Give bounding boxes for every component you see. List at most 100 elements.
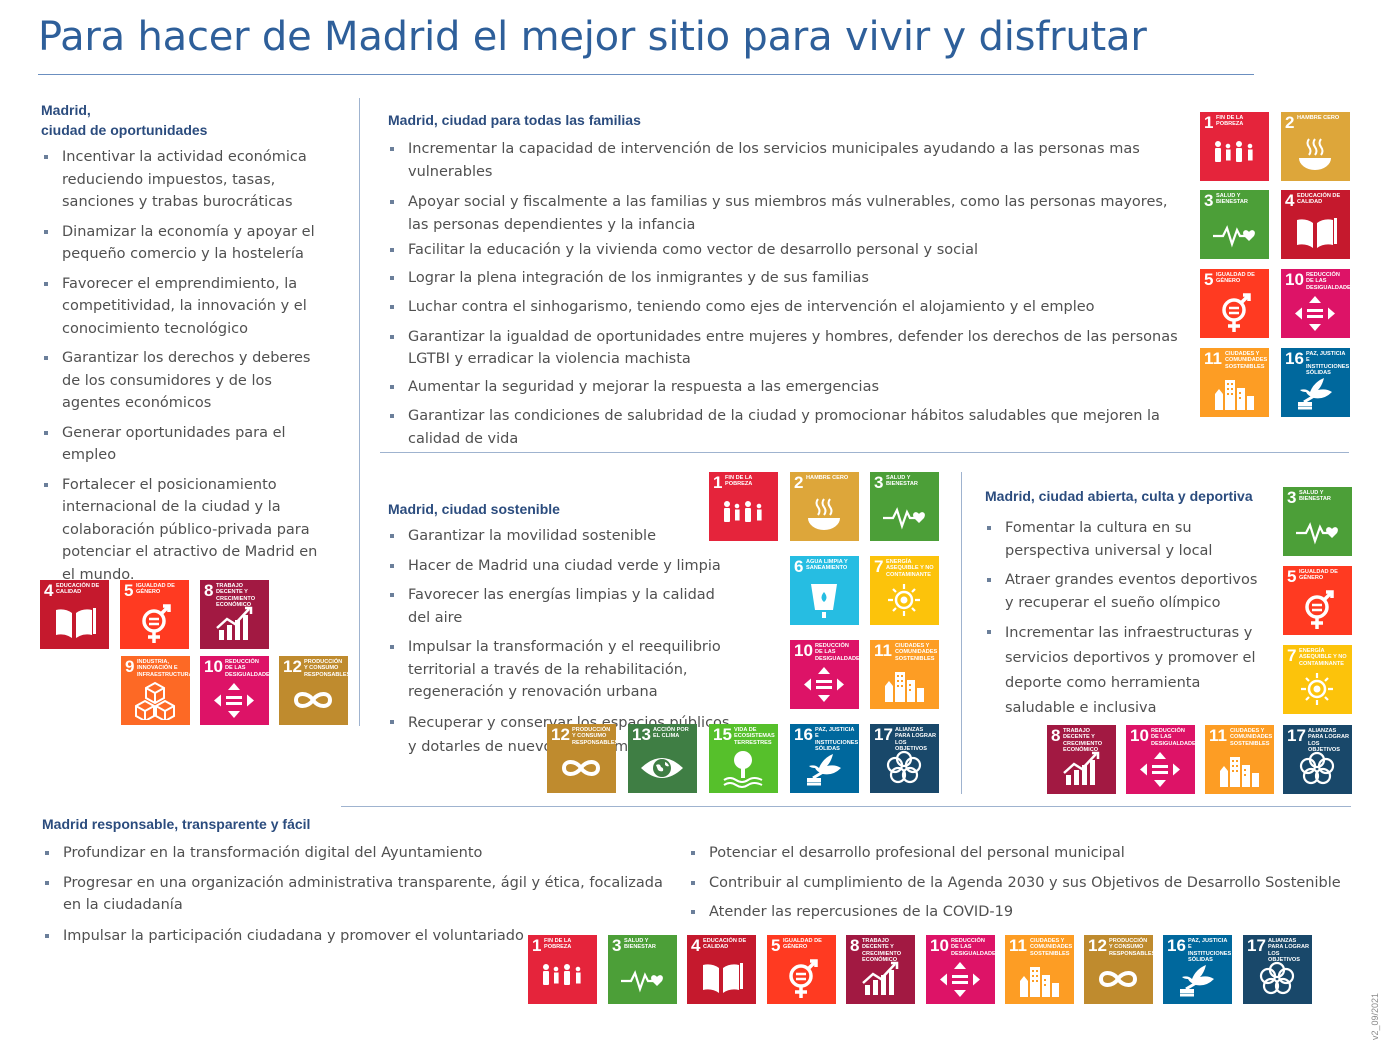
sdg-number: 5	[1204, 270, 1214, 289]
sdg-number: 8	[1051, 726, 1061, 745]
sdg-number: 3	[874, 473, 884, 492]
sdg-label: Producción y consumo responsables	[572, 727, 616, 746]
list-item: Garantizar la igualdad de oportunidades …	[388, 326, 1188, 371]
sdg-8-tile: 8 Trabajo decente y crecimiento económico	[846, 935, 915, 1004]
sdg-number: 7	[874, 557, 884, 576]
section-title-familias: Madrid, ciudad para todas las familias	[388, 112, 641, 128]
sdg-number: 5	[1287, 567, 1297, 586]
sdg-4-tile: 4 Educación de calidad	[687, 935, 756, 1004]
list-item: Aumentar la seguridad y mejorar la respu…	[388, 376, 1188, 399]
sdg-label: Industria, innovación e infraestructura	[137, 659, 190, 678]
sdg-number: 6	[794, 557, 804, 576]
list-item: Potenciar el desarrollo profesional del …	[689, 842, 1349, 865]
sdg-label: Ciudades y comunidades sostenibles	[1225, 351, 1268, 370]
sdg-label: Reducción de las desigualdades	[951, 938, 995, 957]
heartbeat-icon	[1213, 225, 1255, 248]
water-icon	[811, 584, 837, 618]
sdg-label: Salud y bienestar	[886, 475, 918, 488]
sdg-5-tile: 5 Igualdad de género	[1200, 269, 1269, 338]
divider-center-vertical	[961, 472, 962, 794]
divider-bottom-section	[341, 806, 1351, 807]
sdg-label: Igualdad de género	[1299, 569, 1338, 582]
responsable-list-left: Profundizar en la transformación digital…	[43, 842, 683, 947]
sdg-5-tile: 5 Igualdad de género	[120, 580, 189, 649]
list-item: Incrementar las infraestructuras y servi…	[985, 621, 1270, 721]
sun-icon	[888, 584, 920, 616]
sdg-8-tile: 8 Trabajo decente y crecimiento económico	[200, 580, 269, 649]
gender-icon	[1305, 590, 1334, 629]
sdg-1-tile: 1 Fin de la pobreza	[528, 935, 597, 1004]
people-icon	[724, 501, 762, 522]
sdg-label: Educación de calidad	[1297, 193, 1341, 206]
sdg-5-tile: 5 Igualdad de género	[767, 935, 836, 1004]
eye-globe-icon	[641, 758, 683, 778]
infinity-icon	[293, 692, 333, 708]
sdg-12-tile: 12 Producción y consumo responsables	[279, 656, 348, 725]
sdg-2-tile: 2 Hambre cero	[790, 472, 859, 541]
sdg-number: 1	[1204, 113, 1214, 132]
oportunidades-list: Incentivar la actividad económica reduci…	[42, 146, 332, 586]
sdg-label: Reducción de las desigualdades	[815, 643, 859, 662]
dove-icon	[807, 754, 841, 786]
sdg-9-tile: 9 Industria, innovación e infraestructura	[121, 656, 190, 725]
sdg-label: Salud y bienestar	[1299, 490, 1331, 503]
section-title-abierta: Madrid, ciudad abierta, culta y deportiv…	[985, 488, 1253, 504]
buildings-icon	[1220, 757, 1259, 787]
sdg-label: Educación de calidad	[703, 938, 747, 951]
sdg-number: 1	[713, 473, 723, 492]
equality-icon	[1295, 296, 1335, 331]
sdg-label: Educación de calidad	[56, 583, 100, 596]
sdg-number: 17	[1287, 726, 1306, 745]
sdg-number: 17	[874, 725, 893, 744]
section-title-sostenible: Madrid, ciudad sostenible	[388, 501, 560, 517]
sdg-2-tile: 2 Hambre cero	[1281, 112, 1350, 181]
sdg-11-tile: 11 Ciudades y comunidades sostenibles	[1200, 348, 1269, 417]
sdg-12-tile: 12 Producción y consumo responsables	[1084, 935, 1153, 1004]
sdg-label: Reducción de las desigualdades	[1306, 272, 1350, 291]
sdg-label: Hambre cero	[1297, 115, 1340, 121]
sdg-16-tile: 16 Paz, justicia e instituciones sólidas	[1163, 935, 1232, 1004]
sdg-17-tile: 17 Alianzas para lograr los objetivos	[1243, 935, 1312, 1004]
sdg-label: Hambre cero	[806, 475, 849, 481]
sdg-number: 4	[1285, 191, 1295, 210]
list-item: Hacer de Madrid una ciudad verde y limpi…	[388, 555, 740, 578]
sdg-number: 10	[204, 657, 223, 676]
list-item: Progresar en una organización administra…	[43, 872, 683, 917]
sdg-number: 11	[1204, 349, 1222, 368]
sdg-label: Producción y consumo responsables	[1109, 938, 1153, 957]
sdg-number: 12	[1088, 936, 1107, 955]
sdg-label: Paz, justicia e instituciones sólidas	[815, 727, 859, 752]
sdg-1-tile: 1 Fin de la pobreza	[1200, 112, 1269, 181]
divider-left-vertical	[359, 98, 360, 726]
buildings-icon	[1215, 380, 1254, 410]
sdg-number: 5	[124, 581, 134, 600]
list-item: Impulsar la transformación y el reequili…	[388, 636, 740, 704]
sdg-label: Salud y bienestar	[624, 938, 656, 951]
sdg-number: 4	[691, 936, 701, 955]
sdg-number: 13	[632, 725, 651, 744]
sdg-number: 8	[850, 936, 860, 955]
familias-list: Incrementar la capacidad de intervención…	[388, 138, 1188, 450]
sdg-number: 9	[125, 657, 135, 676]
gender-icon	[1222, 293, 1251, 332]
dove-icon	[1180, 965, 1214, 997]
sdg-label: Fin de la pobreza	[725, 475, 753, 488]
sdg-number: 12	[551, 725, 570, 744]
sdg-3-tile: 3 Salud y bienestar	[1200, 190, 1269, 259]
list-item: Facilitar la educación y la vivienda com…	[388, 239, 1188, 262]
heartbeat-icon	[1296, 522, 1338, 545]
list-item: Profundizar en la transformación digital…	[43, 842, 683, 865]
people-icon	[1215, 141, 1253, 162]
rings-icon	[886, 750, 922, 784]
sdg-number: 3	[612, 936, 622, 955]
sdg-4-tile: 4 Educación de calidad	[1281, 190, 1350, 259]
list-item: Garantizar las condiciones de salubridad…	[388, 405, 1188, 450]
sdg-label: Vida de ecosistemas terrestres	[734, 727, 775, 746]
list-item: Luchar contra el sinhogarismo, teniendo …	[388, 296, 1188, 319]
sdg-label: Producción y consumo responsables	[304, 659, 348, 678]
sdg-number: 3	[1287, 488, 1297, 507]
responsable-list-right: Potenciar el desarrollo profesional del …	[689, 842, 1349, 924]
sdg-label: Salud y bienestar	[1216, 193, 1248, 206]
sdg-number: 2	[794, 473, 804, 492]
sdg-11-tile: 11 Ciudades y comunidades sostenibles	[870, 640, 939, 709]
